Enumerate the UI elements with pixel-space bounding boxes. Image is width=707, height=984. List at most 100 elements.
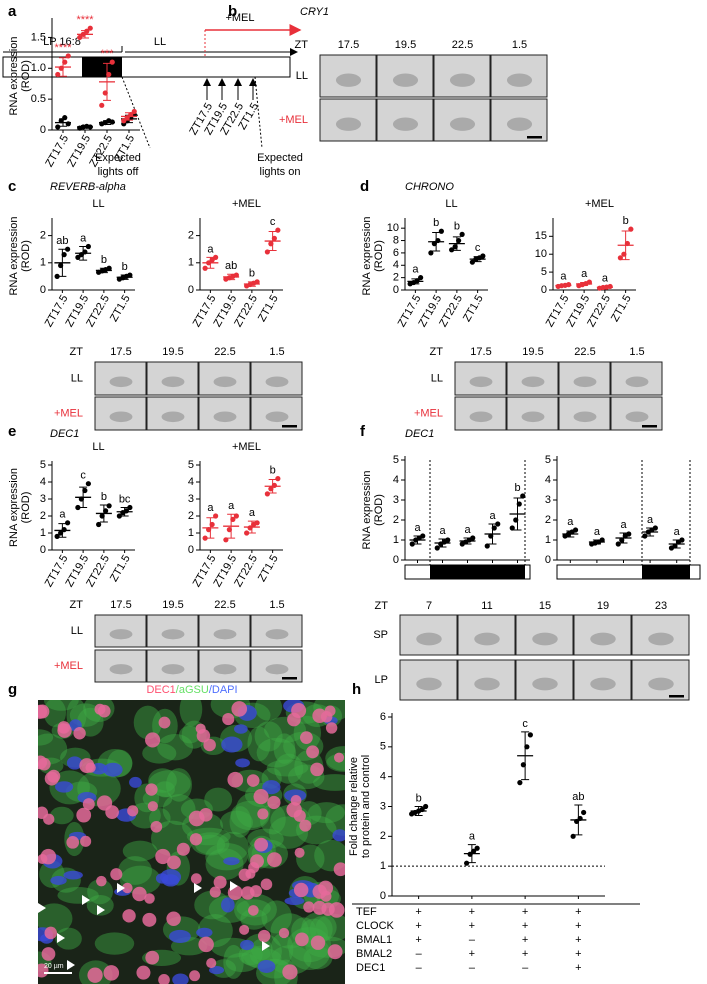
nucleus-dec1 [318,880,334,896]
arrowhead [194,883,202,893]
condition-value: + [575,920,581,932]
nucleus-dapi [240,939,254,951]
subtitle: +MEL [585,198,614,210]
nucleus-dec1 [132,886,147,902]
y-tick-label: 5 [40,459,46,471]
blot-signal [469,376,493,388]
condition-value: + [575,934,581,946]
blot-column: 17.5 [470,346,491,358]
data-point [509,525,515,531]
data-point [428,250,434,256]
condition-value: – [416,962,423,974]
nucleus-dec1 [145,950,160,965]
y-tick-label: 4 [40,476,46,488]
arrowhead [230,881,238,891]
nucleus-dapi [129,776,142,788]
dark-bar [430,565,525,579]
y-tick-label: 0 [393,284,399,296]
cytoplasm [256,737,297,768]
significance-label: b [101,491,107,503]
cytoplasm [249,945,271,965]
y-tick-label: 4 [545,474,551,486]
nucleus-dapi [221,897,235,913]
blot-signal [590,677,616,691]
y-tick-label: 10 [535,248,547,260]
blot-signal [474,677,500,691]
y-tick-label: 1.0 [31,62,46,74]
blot-signal [648,677,674,691]
data-point [572,527,579,533]
nucleus-dapi [234,724,248,734]
data-point [127,272,133,278]
significance-label: ab [56,235,68,247]
nucleus-dec1 [96,795,113,811]
blot-signal [416,677,442,691]
error-bar [574,804,583,836]
nucleus-dec1 [257,929,271,943]
blot-column: 22.5 [214,599,235,611]
nucleus-dec1 [127,805,139,817]
error-bar [432,232,441,252]
y-tick-label: 0.5 [31,93,46,105]
data-point [85,243,91,250]
y-tick-label: 2 [188,230,194,242]
error-bar [268,231,277,252]
nucleus-dec1 [238,868,252,882]
nucleus-dec1 [253,789,269,805]
error-bar [206,256,215,269]
blot-row: LP [375,674,388,686]
gene-title: CRY1 [300,6,329,18]
y-tick-label: 0 [40,124,46,136]
data-point [449,247,455,253]
nucleus-dec1 [145,732,161,748]
significance-label: b [416,792,422,804]
blot-signal [506,73,533,87]
data-point [418,275,424,281]
data-point [96,521,102,528]
cytoplasm [205,848,244,881]
nucleus-dec1 [167,855,181,870]
scale-label: 20 µm [44,963,64,970]
blot-signal [109,664,133,675]
schematic: LP 16:8 LL +MEL ZT17.5 ZT19.5 ZT22.5 ZT1… [2,12,303,178]
y-tick-label: 2 [393,514,399,526]
subtitle: LL [445,198,457,210]
condition-value: – [416,948,423,960]
error-bar [452,236,461,251]
cytoplasm [251,938,273,961]
y-tick-label: 5 [541,266,547,278]
nucleus-dec1 [287,712,301,727]
nucleus-dec1 [299,819,312,832]
blot-row: LL [431,372,443,384]
significance-label: a [602,272,609,284]
nucleus-dec1 [196,729,211,743]
blot-signal [161,664,185,675]
y-tick-label: 5 [393,454,399,466]
blot-column: 15 [539,600,551,612]
cytoplasm [273,733,296,764]
blot-signal [521,411,545,423]
nucleus-dec1 [142,912,157,927]
nucleus-dapi [235,758,250,768]
blot-signal [590,632,616,646]
data-point [469,259,475,265]
data-point [77,34,83,41]
error-bar [413,535,422,545]
y-tick-label: 4 [393,474,399,486]
nucleus-dec1 [79,758,95,774]
cytoplasm [266,759,309,777]
x-tick-label: ZT1.5 [609,293,634,324]
nucleus-dec1 [44,926,58,940]
significance-label: b [122,261,128,273]
blot-column: 1.5 [269,599,284,611]
significance-label: ab [572,791,584,803]
data-point [65,520,71,526]
y-tick-label: 1 [40,257,46,269]
nucleus-dec1 [96,875,107,887]
blot-cell [198,614,251,648]
nucleus-dec1 [198,936,214,953]
cytoplasm [142,742,177,764]
significance-label: c [80,470,86,482]
significance-label: a [414,522,421,534]
